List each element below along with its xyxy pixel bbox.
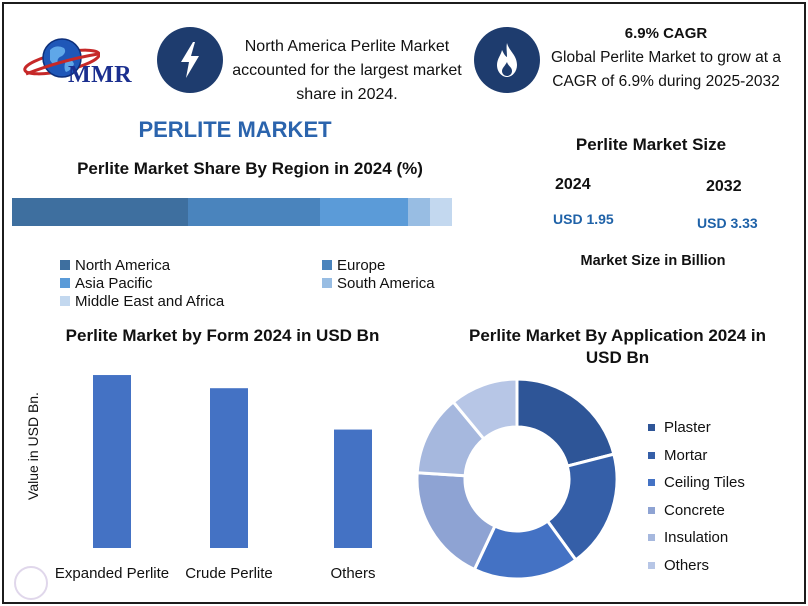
legend-swatch — [322, 278, 332, 288]
region-share-bar — [12, 198, 452, 226]
legend-south-america: South America — [322, 274, 462, 292]
form-category-label: Crude Perlite — [185, 565, 273, 582]
size-year-2024: 2024 — [555, 176, 591, 193]
region-segment-0 — [12, 198, 188, 226]
form-bar-chart: Expanded Perlite Crude Perlite Others Value… — [25, 375, 376, 582]
legend-swatch — [60, 260, 70, 270]
size-year-2032: 2032 — [706, 178, 742, 195]
cagr-text: Global Perlite Market to grow at a CAGR … — [550, 49, 782, 90]
market-size-title: Perlite Market Size — [575, 135, 727, 154]
application-donut-chart — [415, 377, 619, 581]
legend-middle-east-africa: Middle East and Africa — [60, 292, 322, 310]
legend-swatch — [648, 451, 655, 459]
form-bar-0 — [93, 375, 131, 548]
application-legend-label: Concrete — [664, 501, 725, 519]
application-legend-item: Plaster — [648, 414, 745, 442]
watermark-logo — [14, 566, 48, 600]
region-segment-4 — [430, 198, 452, 226]
application-legend-label: Insulation — [664, 529, 729, 547]
form-chart-title: Perlite Market by Form 2024 in USD Bn — [65, 326, 380, 345]
legend-swatch — [60, 296, 70, 306]
application-legend-label: Mortar — [664, 446, 708, 464]
application-legend-label: Ceiling Tiles — [664, 474, 745, 492]
legend-swatch — [60, 278, 70, 288]
legend-swatch — [648, 561, 655, 569]
application-legend-item: Insulation — [648, 524, 745, 552]
donut-slice-0 — [515, 377, 616, 468]
lightning-icon — [181, 42, 199, 78]
flame-icon — [497, 43, 517, 77]
form-category-label: Others — [330, 565, 375, 582]
page-title: PERLITE MARKET — [138, 117, 332, 142]
application-legend-item: Ceiling Tiles — [648, 469, 745, 497]
legend-asia-pacific: Asia Pacific — [60, 274, 322, 292]
region-segment-3 — [408, 198, 430, 226]
region-chart-title: Perlite Market Share By Region in 2024 (… — [77, 159, 423, 178]
form-category-label: Expanded Perlite — [55, 565, 169, 582]
application-legend-label: Others — [664, 556, 710, 574]
flame-badge — [474, 27, 540, 93]
form-y-axis-label: Value in USD Bn. — [25, 392, 41, 500]
application-legend-item: Concrete — [648, 497, 745, 525]
size-value-2032: USD 3.33 — [697, 215, 758, 231]
globe-icon — [23, 38, 100, 78]
application-legend-item: Others — [648, 552, 745, 580]
legend-swatch — [648, 534, 655, 542]
form-bar-2 — [334, 429, 372, 548]
mmr-logo: MMR — [20, 34, 156, 94]
legend-europe: Europe — [322, 256, 462, 274]
donut-slice-5 — [451, 377, 519, 442]
cagr-title: 6.9% CAGR — [624, 25, 708, 42]
size-value-2024: USD 1.95 — [553, 211, 614, 227]
legend-swatch — [648, 506, 655, 514]
application-legend-label: Plaster — [664, 419, 711, 437]
market-size-unit: Market Size in Billion — [580, 253, 726, 269]
region-legend: North America Europe Asia Pacific South … — [60, 256, 460, 310]
north-america-note: North America Perlite Market accounted f… — [232, 38, 462, 103]
application-legend: Plaster Mortar Ceiling Tiles Concrete Insula… — [648, 414, 745, 579]
legend-swatch — [648, 479, 655, 487]
legend-swatch — [322, 260, 332, 270]
brand-name: MMR — [68, 62, 133, 88]
application-chart-title: Perlite Market By Application 2024 in US… — [469, 326, 766, 367]
form-bar-1 — [210, 388, 248, 548]
lightning-badge — [157, 27, 223, 93]
legend-north-america: North America — [60, 256, 322, 274]
region-segment-2 — [320, 198, 408, 226]
legend-swatch — [648, 424, 655, 432]
region-segment-1 — [188, 198, 320, 226]
application-legend-item: Mortar — [648, 442, 745, 470]
